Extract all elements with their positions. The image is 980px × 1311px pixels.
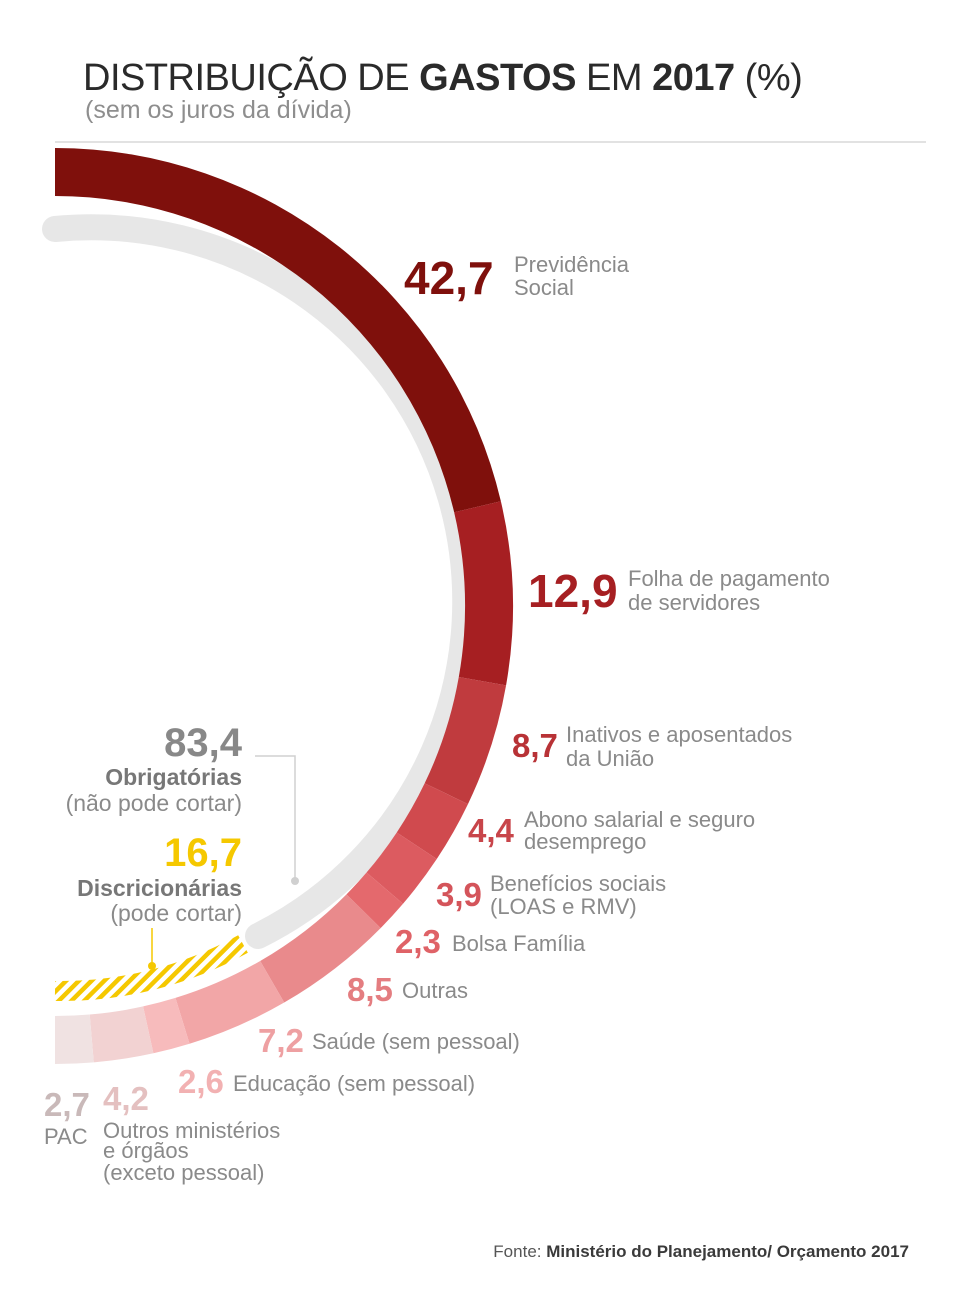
ring-segment-1 xyxy=(55,148,501,513)
label-outros-min-3: (exceto pessoal) xyxy=(103,1160,264,1185)
label-beneficios-2: (LOAS e RMV) xyxy=(490,894,637,919)
ring-segment-11 xyxy=(55,1014,94,1064)
chart-title: DISTRIBUIÇÃO DE GASTOS EM 2017 (%) xyxy=(83,56,802,99)
ring-segment-7 xyxy=(260,894,381,1003)
discretionary-name: Discricionárias xyxy=(77,875,242,901)
ring-segment-2 xyxy=(454,501,513,686)
ring-segment-6 xyxy=(346,872,404,929)
label-inativos-1: Inativos e aposentados xyxy=(566,722,792,747)
value-pac: 2,7 xyxy=(44,1086,90,1123)
ring-segment-4 xyxy=(396,783,468,860)
value-outros-min: 4,2 xyxy=(103,1080,149,1117)
label-outras: Outras xyxy=(402,978,468,1003)
discretionary-note: (pode cortar) xyxy=(110,900,242,926)
label-previdencia-1: Previdência xyxy=(514,252,630,277)
source-note: Fonte: Ministério do Planejamento/ Orçam… xyxy=(493,1242,909,1261)
label-beneficios-1: Benefícios sociais xyxy=(490,871,666,896)
label-pac: PAC xyxy=(44,1124,88,1149)
discretionary-value: 16,7 xyxy=(164,831,242,875)
label-previdencia-2: Social xyxy=(514,275,574,300)
label-inativos-2: da União xyxy=(566,746,654,771)
discretionary-ring xyxy=(54,935,248,1002)
label-outros-min-2: e órgãos xyxy=(103,1138,189,1163)
label-abono-2: desemprego xyxy=(524,829,646,854)
value-folha: 12,9 xyxy=(528,565,618,617)
value-inativos: 8,7 xyxy=(512,727,558,764)
chart-subtitle: (sem os juros da dívida) xyxy=(85,96,352,124)
label-saude: Saúde (sem pessoal) xyxy=(312,1029,520,1054)
obligatory-value: 83,4 xyxy=(164,721,243,765)
ring-segment-10 xyxy=(89,1006,154,1063)
value-beneficios: 3,9 xyxy=(436,876,482,913)
value-saude: 7,2 xyxy=(258,1022,304,1059)
label-educacao: Educação (sem pessoal) xyxy=(233,1071,475,1096)
ring-segment-5 xyxy=(366,832,437,904)
label-folha-2: de servidores xyxy=(628,590,760,615)
ring-segment-8 xyxy=(175,960,285,1044)
ring-segment-3 xyxy=(424,677,507,805)
value-abono: 4,4 xyxy=(468,812,515,849)
value-outras: 8,5 xyxy=(347,971,393,1008)
value-previdencia: 42,7 xyxy=(404,252,494,304)
obligatory-leader xyxy=(255,755,296,880)
outer-ring xyxy=(55,148,513,1064)
discretionary-leader-dot xyxy=(148,962,156,970)
label-bolsa: Bolsa Família xyxy=(452,931,586,956)
value-bolsa: 2,3 xyxy=(395,923,441,960)
ring-segment-9 xyxy=(143,997,190,1054)
obligatory-leader-dot xyxy=(291,877,299,885)
label-folha-1: Folha de pagamento xyxy=(628,566,830,591)
obligatory-name: Obrigatórias xyxy=(105,764,242,790)
value-educacao: 2,6 xyxy=(178,1063,224,1100)
obligatory-note: (não pode cortar) xyxy=(66,790,242,816)
label-outros-min-1: Outros ministérios xyxy=(103,1118,280,1143)
label-abono-1: Abono salarial e seguro xyxy=(524,807,755,832)
